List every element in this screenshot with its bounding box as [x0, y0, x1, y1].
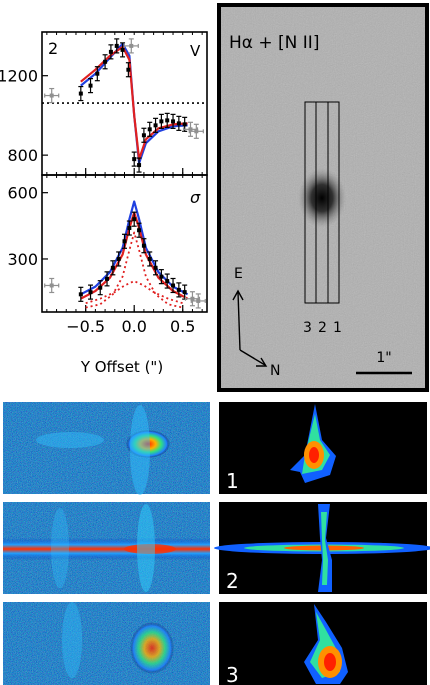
observed-spectrum-1	[3, 402, 210, 495]
data-point	[114, 38, 120, 54]
data-point	[116, 251, 122, 267]
data-point	[122, 233, 127, 249]
compass-north: N	[270, 363, 280, 379]
data-point	[158, 113, 164, 129]
model-curve	[80, 45, 188, 161]
slit-label-1: 1	[333, 320, 342, 336]
compass-east: E	[234, 266, 243, 282]
image-title: Hα + [N II]	[229, 33, 319, 53]
y-tick-label: 1200	[0, 67, 38, 86]
data-point	[176, 282, 182, 298]
x-axis-label: Y Offset (")	[80, 358, 163, 376]
slit-boxes	[304, 101, 340, 304]
data-point	[88, 78, 94, 94]
velocity-plot: 800 1200	[0, 31, 208, 176]
data-point	[188, 123, 204, 139]
data-point	[94, 66, 100, 82]
data-point	[44, 277, 60, 294]
data-point	[141, 127, 147, 143]
data-point	[158, 269, 164, 285]
x-tick-label: 0.0	[121, 317, 146, 336]
y-tick-label: 600	[7, 184, 38, 203]
data-point	[164, 112, 170, 128]
data-point	[110, 260, 116, 276]
observed-spectrum-3	[3, 602, 210, 685]
model-label-2: 2	[226, 569, 239, 593]
data-point	[176, 115, 182, 131]
data-point	[164, 273, 170, 289]
data-point	[44, 87, 60, 104]
slit-label-3: 3	[303, 320, 312, 336]
data-point	[126, 220, 132, 236]
halpha-image-panel: Hα + [N II] 3 2 1 E N 1"	[217, 3, 429, 392]
model-label-1: 1	[226, 469, 239, 493]
data-point	[147, 251, 153, 267]
galaxy-nucleus	[298, 168, 346, 228]
x-tick-label: 0.5	[170, 317, 195, 336]
data-point	[78, 286, 84, 302]
model-curve	[85, 280, 183, 305]
data-point	[78, 85, 84, 102]
velocity-label: V	[190, 42, 201, 60]
data-point	[120, 42, 126, 58]
y-tick-label: 300	[7, 250, 38, 269]
dispersion-plot: 300 600 −0.5 0.0 0.5	[7, 174, 208, 336]
data-point	[141, 238, 147, 254]
panel-label: 2	[48, 39, 58, 58]
data-point	[123, 38, 139, 54]
data-point	[136, 222, 142, 238]
data-point	[102, 54, 108, 70]
slit-label-2: 2	[318, 320, 327, 336]
y-tick-label: 800	[7, 146, 38, 165]
observed-spectrum-2	[3, 502, 210, 594]
data-point	[190, 293, 206, 309]
x-tick-label: −0.5	[66, 317, 105, 336]
data-point	[136, 157, 142, 173]
sigma-label: σ	[190, 188, 201, 207]
data-point	[153, 117, 159, 133]
model-label-3: 3	[226, 663, 239, 685]
data-point	[170, 113, 176, 129]
scalebar-label: 1"	[376, 350, 391, 366]
data-point	[131, 211, 137, 227]
compass	[232, 289, 268, 367]
data-point	[153, 260, 159, 276]
data-point	[88, 284, 94, 300]
model-spectrum-2: 2	[214, 502, 430, 594]
data-point	[108, 44, 114, 60]
model-spectrum-1: 1	[219, 402, 427, 494]
data-point	[147, 121, 153, 137]
data-point	[97, 280, 103, 296]
model-curve	[85, 231, 183, 309]
data-point	[170, 277, 176, 294]
data-point	[131, 151, 137, 167]
data-point	[184, 291, 201, 307]
model-spectrum-3: 3	[219, 602, 427, 685]
data-point	[125, 62, 131, 78]
data-point	[104, 271, 110, 287]
